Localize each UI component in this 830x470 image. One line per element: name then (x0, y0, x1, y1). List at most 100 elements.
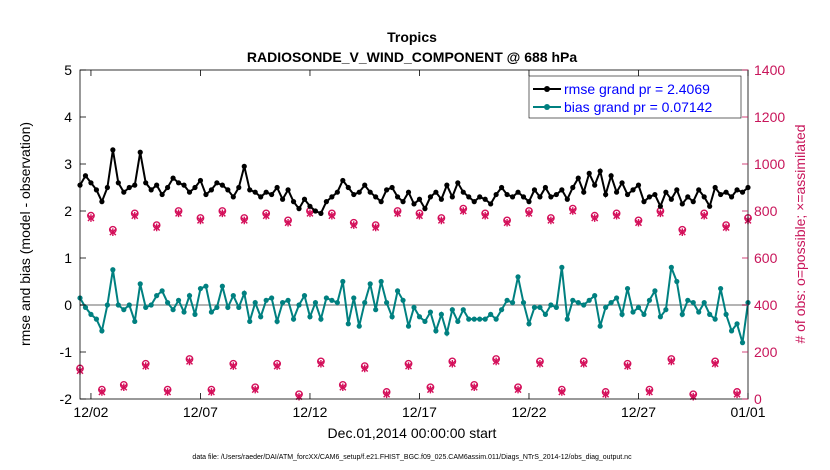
bias-point (466, 316, 472, 322)
rmse-point (104, 184, 110, 191)
bias-point (296, 302, 302, 308)
rmse-point (734, 187, 740, 193)
y-left-tick-label: 0 (64, 297, 72, 313)
obs-assimilated-marker (678, 228, 686, 236)
bias-point (679, 311, 685, 317)
rmse-point (739, 189, 746, 195)
x-tick-label: 12/17 (402, 404, 437, 420)
y-right-tick-label: 200 (754, 344, 778, 360)
x-tick-label: 12/12 (292, 404, 327, 420)
rmse-point (542, 184, 549, 191)
rmse-series (77, 147, 751, 216)
bias-point (624, 285, 631, 292)
rmse-point (668, 196, 674, 202)
bias-point (351, 295, 357, 301)
rmse-point (175, 180, 182, 186)
rmse-point (597, 168, 603, 174)
bias-point (493, 316, 499, 322)
bias-point (608, 300, 614, 306)
bias-point (175, 297, 182, 303)
bias-point (559, 264, 565, 270)
obs-assimilated-marker (514, 385, 522, 394)
obs-assimilated-marker (98, 388, 106, 396)
bias-point (329, 297, 335, 303)
rmse-point (405, 189, 412, 195)
y-left-tick-label: 2 (64, 203, 72, 219)
bias-point (247, 318, 253, 325)
bias-point (723, 311, 729, 317)
obs-assimilated-marker (175, 209, 183, 218)
bias-point (389, 314, 395, 320)
bias-point (734, 321, 740, 327)
rmse-point (93, 187, 100, 193)
obs-assimilated-marker (164, 388, 172, 396)
rmse-point (575, 175, 581, 181)
rmse-point (154, 182, 160, 188)
bias-point (400, 297, 406, 303)
rmse-point (663, 189, 669, 195)
obs-assimilated-marker (372, 223, 380, 232)
plot-frame (79, 69, 749, 400)
rmse-point (301, 196, 308, 202)
bias-point (630, 309, 636, 315)
bias-point (203, 283, 209, 289)
x-axis-label: Dec.01,2014 00:00:00 start (328, 425, 497, 441)
bias-point (674, 278, 680, 285)
rmse-point (641, 199, 647, 205)
bias-point (307, 314, 313, 320)
legend-rmse-label: rmse grand pr = 2.4069 (564, 81, 710, 97)
bias-point (258, 314, 264, 320)
bias-point (422, 318, 428, 325)
bias-point (641, 311, 647, 317)
x-tick-label: 12/07 (183, 404, 218, 420)
bias-point (635, 304, 642, 310)
y-left-tick-label: 5 (64, 62, 72, 78)
bias-point (707, 311, 713, 317)
rmse-point (592, 182, 598, 188)
legend-rmse-marker (544, 86, 550, 92)
rmse-point (531, 187, 538, 193)
rmse-point (236, 184, 242, 191)
rmse-point (438, 196, 444, 202)
rmse-point (208, 187, 215, 193)
obs-assimilated-marker (328, 211, 336, 220)
obs-assimilated-marker (273, 362, 281, 370)
rmse-point (329, 194, 335, 200)
bias-point (416, 314, 423, 320)
bias-point (197, 285, 204, 292)
obs-assimilated-marker (437, 216, 445, 225)
rmse-point (674, 187, 680, 193)
rmse-point (723, 189, 729, 195)
bias-point (274, 318, 280, 325)
bias-point (586, 297, 592, 303)
y-axis-left-label: rmse and bias (model - observation) (17, 122, 33, 346)
y-left-tick-label: -1 (60, 344, 73, 360)
obs-assimilated-marker (536, 359, 544, 368)
rmse-point (307, 203, 313, 209)
rmse-point (263, 189, 269, 195)
obs-assimilated-marker (415, 211, 423, 220)
bias-point (181, 309, 187, 315)
y-right-tick-label: 800 (754, 203, 778, 219)
obs-assimilated-marker (87, 214, 95, 222)
bias-point (712, 316, 718, 322)
bias-point (728, 328, 735, 334)
x-tick-label: 12/22 (511, 404, 546, 420)
rmse-point (143, 180, 149, 186)
obs-assimilated-marker (448, 359, 456, 368)
obs-count-series (76, 204, 752, 401)
bias-series (77, 264, 751, 346)
rmse-point (619, 180, 625, 186)
rmse-point (493, 191, 499, 198)
plot-area (80, 70, 748, 399)
obs-assimilated-marker (251, 385, 259, 394)
bias-point (241, 290, 247, 296)
y-right-tick-label: 1400 (754, 62, 785, 78)
bias-point (340, 278, 346, 285)
obs-assimilated-marker (120, 383, 128, 392)
bias-point (520, 300, 527, 306)
rmse-point (258, 194, 264, 200)
obs-assimilated-marker (722, 223, 730, 232)
rmse-point (603, 191, 609, 198)
obs-assimilated-marker (394, 209, 402, 218)
